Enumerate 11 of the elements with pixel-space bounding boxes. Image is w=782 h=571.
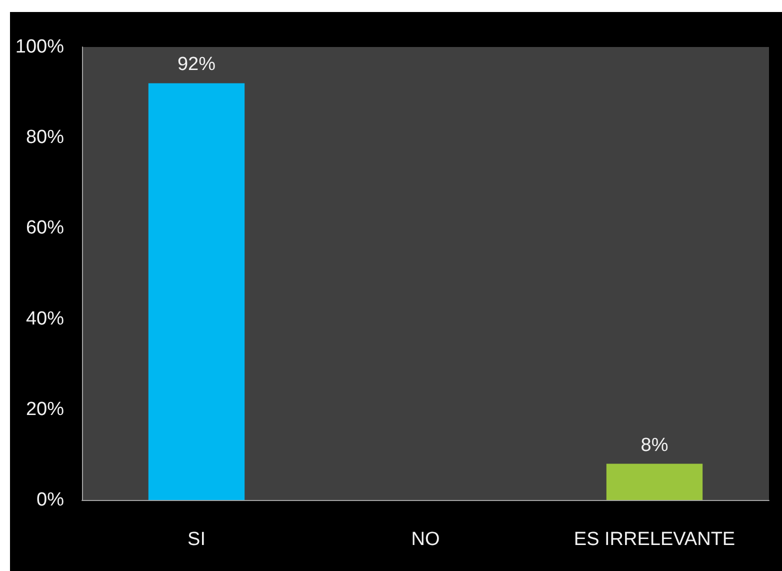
y-tick-label: 60% bbox=[26, 218, 64, 239]
y-tick-label: 0% bbox=[36, 490, 64, 510]
x-tick-label: ES IRRELEVANTE bbox=[574, 529, 736, 550]
y-tick-label: 40% bbox=[26, 308, 64, 330]
y-tick-label: 100% bbox=[15, 36, 64, 58]
data-label: 92% bbox=[177, 54, 216, 76]
y-tick-label: 80% bbox=[26, 127, 64, 148]
y-tick-label: 20% bbox=[26, 398, 64, 420]
x-tick-label: NO bbox=[411, 529, 440, 550]
x-tick-label: SI bbox=[188, 529, 206, 550]
data-label: 8% bbox=[640, 434, 668, 456]
